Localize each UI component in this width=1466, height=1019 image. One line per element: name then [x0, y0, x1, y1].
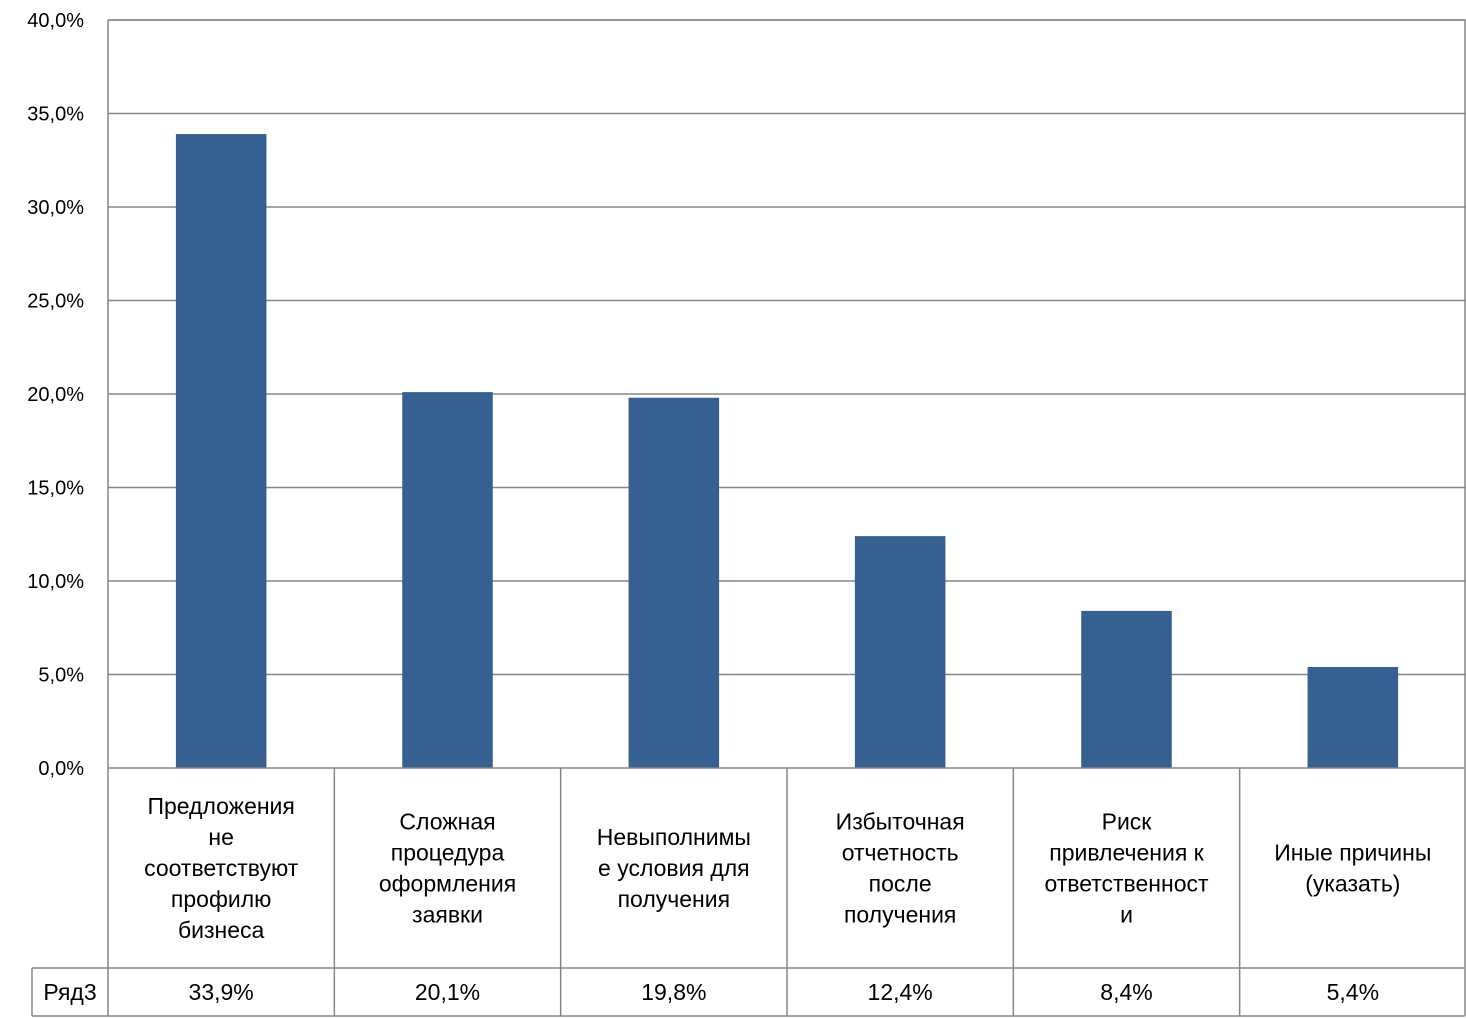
category-label: процедура: [391, 840, 505, 866]
category-label: Риск: [1102, 809, 1153, 835]
category-label: Иные причины: [1274, 840, 1431, 866]
y-tick-label: 35,0%: [27, 104, 84, 126]
data-table-value: 20,1%: [415, 979, 480, 1005]
category-label: получения: [844, 902, 956, 928]
category-label: привлечения к: [1049, 840, 1204, 866]
bar: [402, 392, 493, 768]
gridlines: [108, 19, 1466, 676]
category-label: е условия для: [598, 855, 750, 881]
bars: [175, 134, 1399, 768]
y-tick-label: 10,0%: [27, 571, 84, 593]
category-label: оформления: [379, 871, 516, 897]
data-table-value: 12,4%: [868, 979, 933, 1005]
category-label: (указать): [1305, 871, 1400, 897]
data-table-value: 33,9%: [189, 979, 254, 1005]
y-tick-label: 30,0%: [27, 197, 84, 219]
category-label: заявки: [412, 902, 483, 928]
category-label: профилю: [171, 886, 271, 912]
bar: [1081, 610, 1172, 768]
category-label: и: [1120, 902, 1133, 928]
data-table-value: 19,8%: [641, 979, 706, 1005]
y-tick-label: 0,0%: [38, 758, 84, 780]
category-label: Предложения: [147, 793, 294, 819]
y-tick-label: 5,0%: [38, 665, 84, 687]
category-label: ответственност: [1044, 871, 1209, 897]
data-table-value: 8,4%: [1100, 979, 1152, 1005]
y-axis-tick-labels: 0,0% 5,0% 10,0% 15,0% 20,0% 25,0% 30,0% 35,0% 40…: [27, 10, 84, 780]
category-label: Сложная: [399, 809, 495, 835]
bar: [1307, 667, 1399, 768]
category-label: бизнеса: [178, 917, 265, 943]
y-tick-label: 40,0%: [27, 10, 84, 32]
series-name-label: Ряд3: [43, 979, 96, 1005]
category-label: не: [208, 824, 234, 850]
bar: [628, 397, 720, 768]
data-table-value: 5,4%: [1327, 979, 1379, 1005]
category-label: Избыточная: [836, 809, 965, 835]
category-label: отчетность: [842, 840, 959, 866]
bar: [175, 134, 267, 768]
y-tick-label: 15,0%: [27, 478, 84, 500]
data-table: Предложения не соответствуют профилю бизнеса…: [31, 19, 1466, 1017]
y-tick-label: 20,0%: [27, 384, 84, 406]
category-label: после: [869, 871, 932, 897]
category-label: получения: [618, 886, 730, 912]
category-label: соответствуют: [144, 855, 299, 881]
category-label: Невыполнимы: [597, 824, 751, 850]
y-tick-label: 25,0%: [27, 291, 84, 313]
bar: [854, 536, 946, 768]
